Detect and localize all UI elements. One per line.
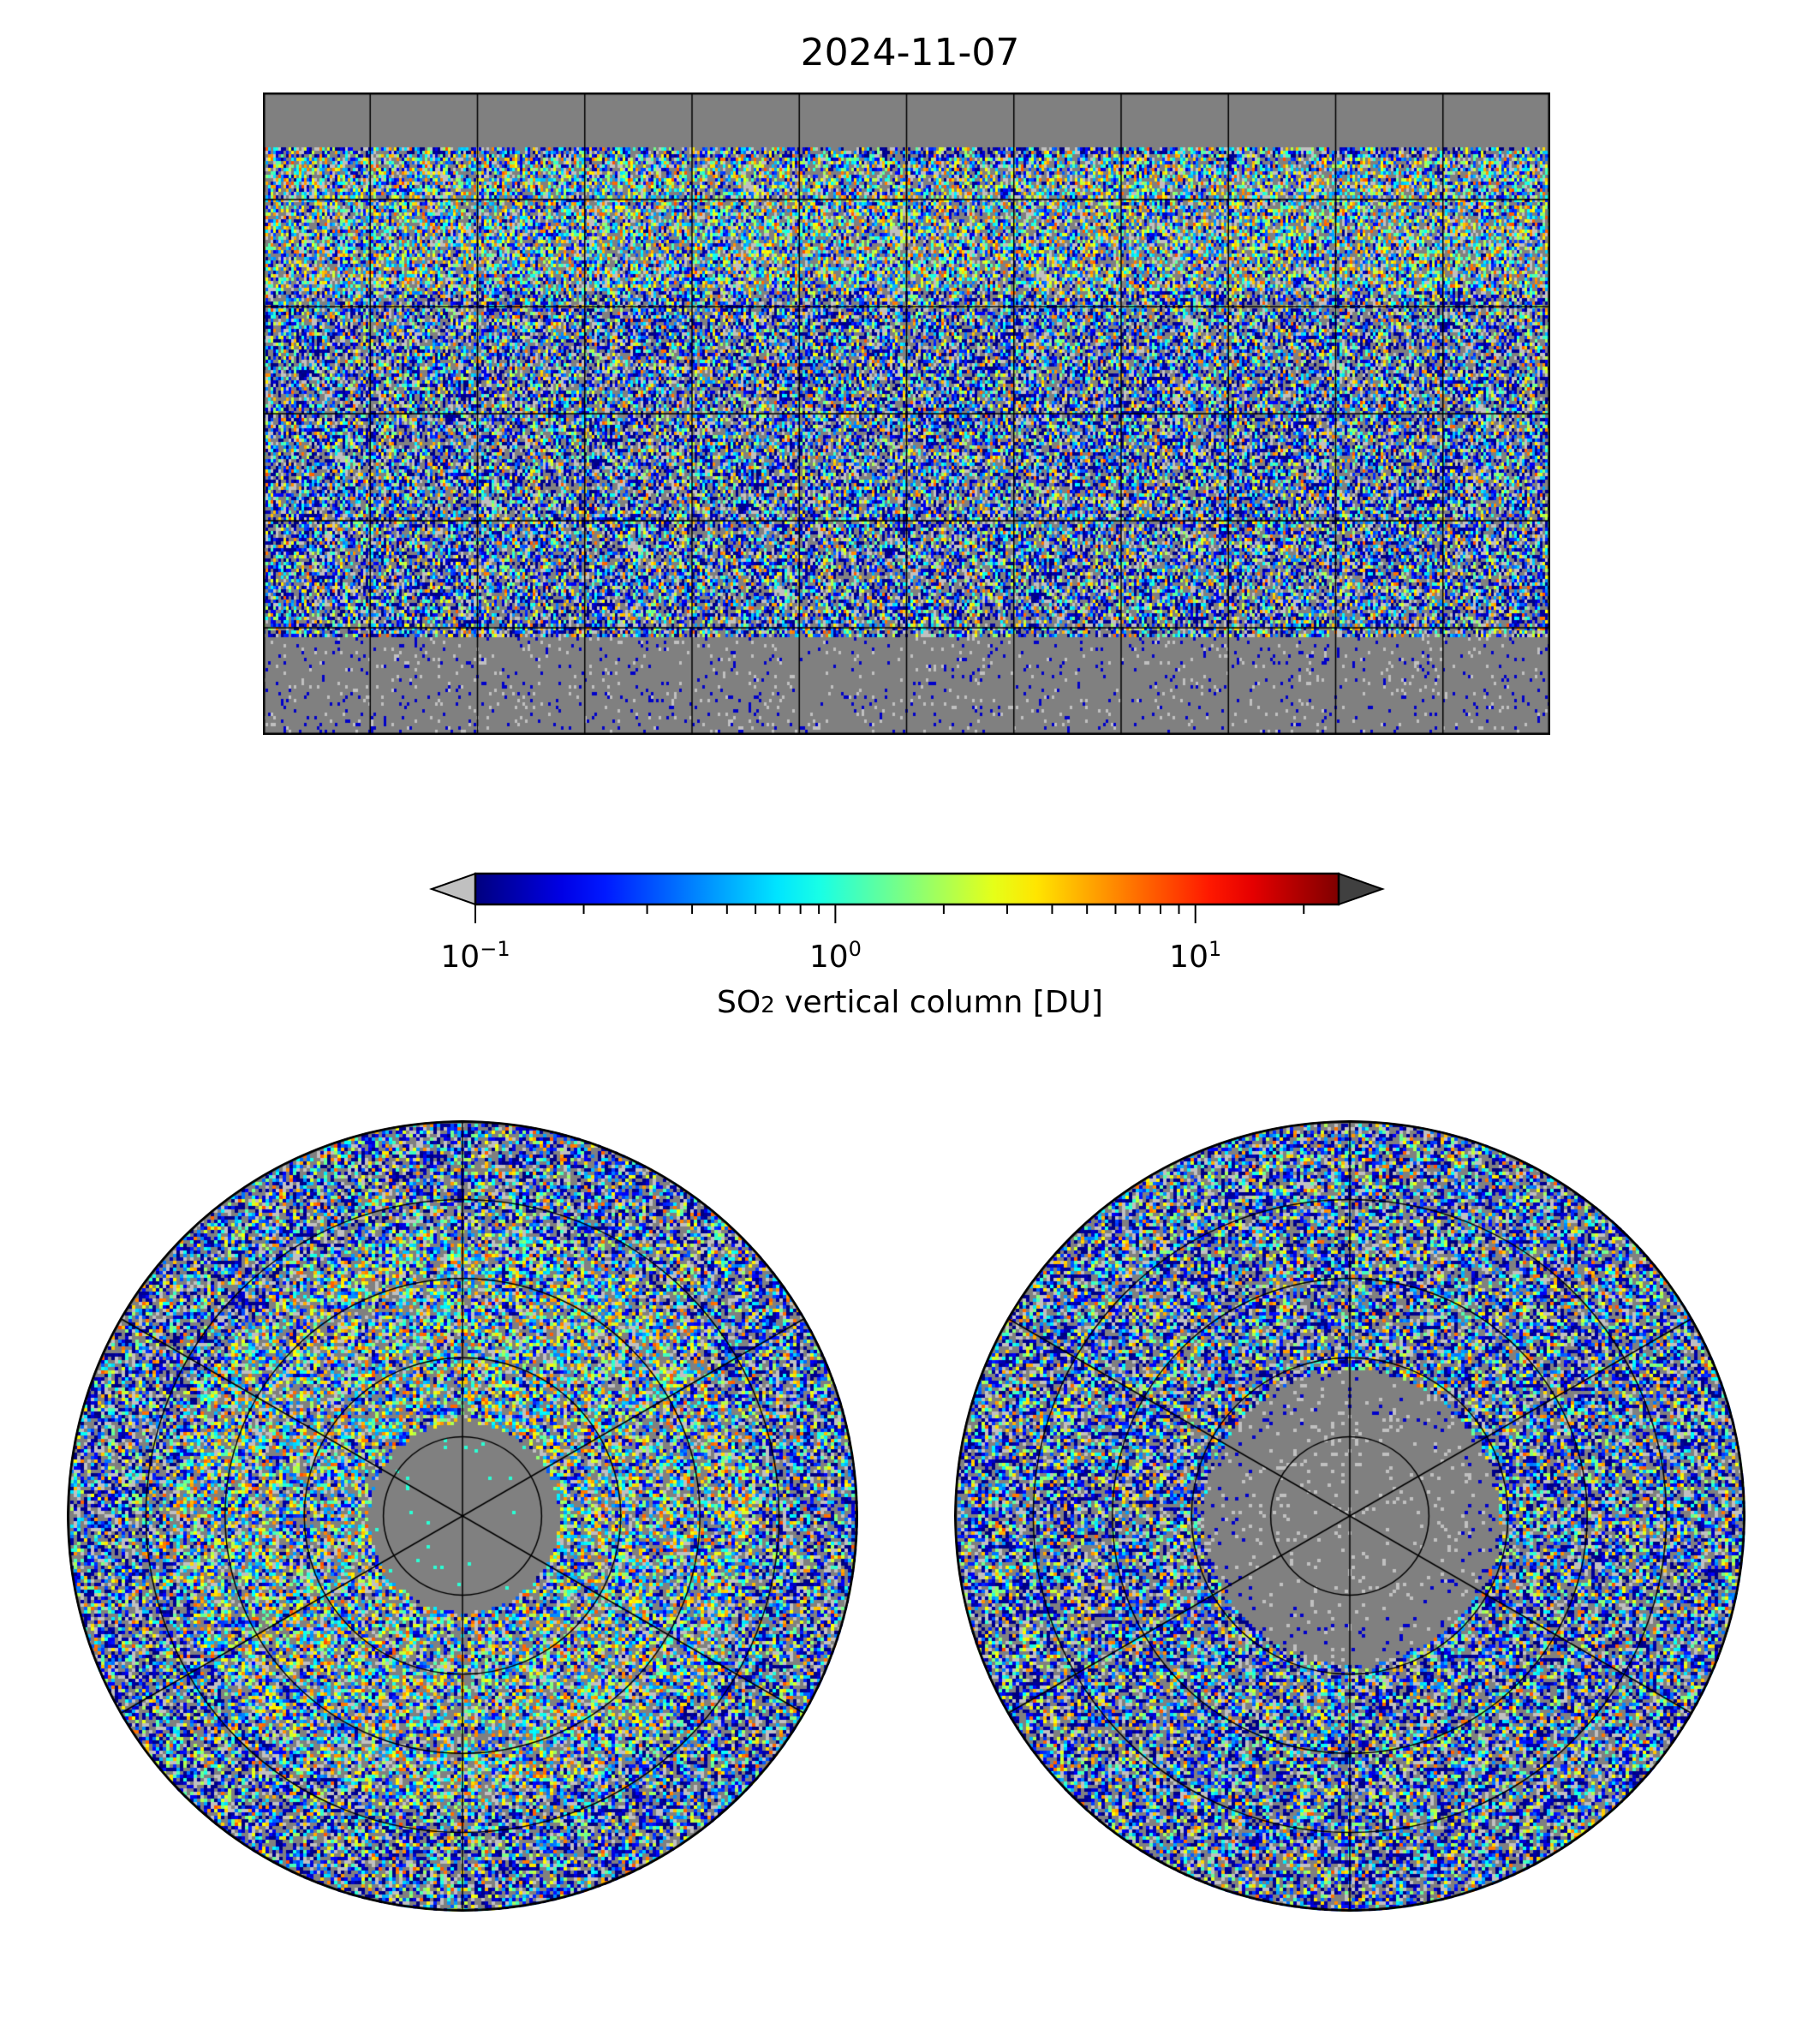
colorbar-tick-label: 100	[809, 937, 862, 975]
colorbar-label: SO2 vertical column [DU]	[717, 985, 1103, 1020]
colorbar-over-extension	[1338, 872, 1386, 906]
colorbar-gradient	[474, 872, 1340, 906]
chart-title: 2024-11-07	[800, 31, 1020, 75]
global-map-panel	[263, 92, 1550, 735]
north-polar-panel	[67, 1120, 858, 1912]
colorbar-tick-label: 10−1	[440, 937, 510, 975]
colorbar-tick-label: 101	[1169, 937, 1222, 975]
south-polar-panel	[954, 1120, 1745, 1912]
colorbar-under-extension	[428, 872, 476, 906]
colorbar	[428, 872, 1386, 923]
